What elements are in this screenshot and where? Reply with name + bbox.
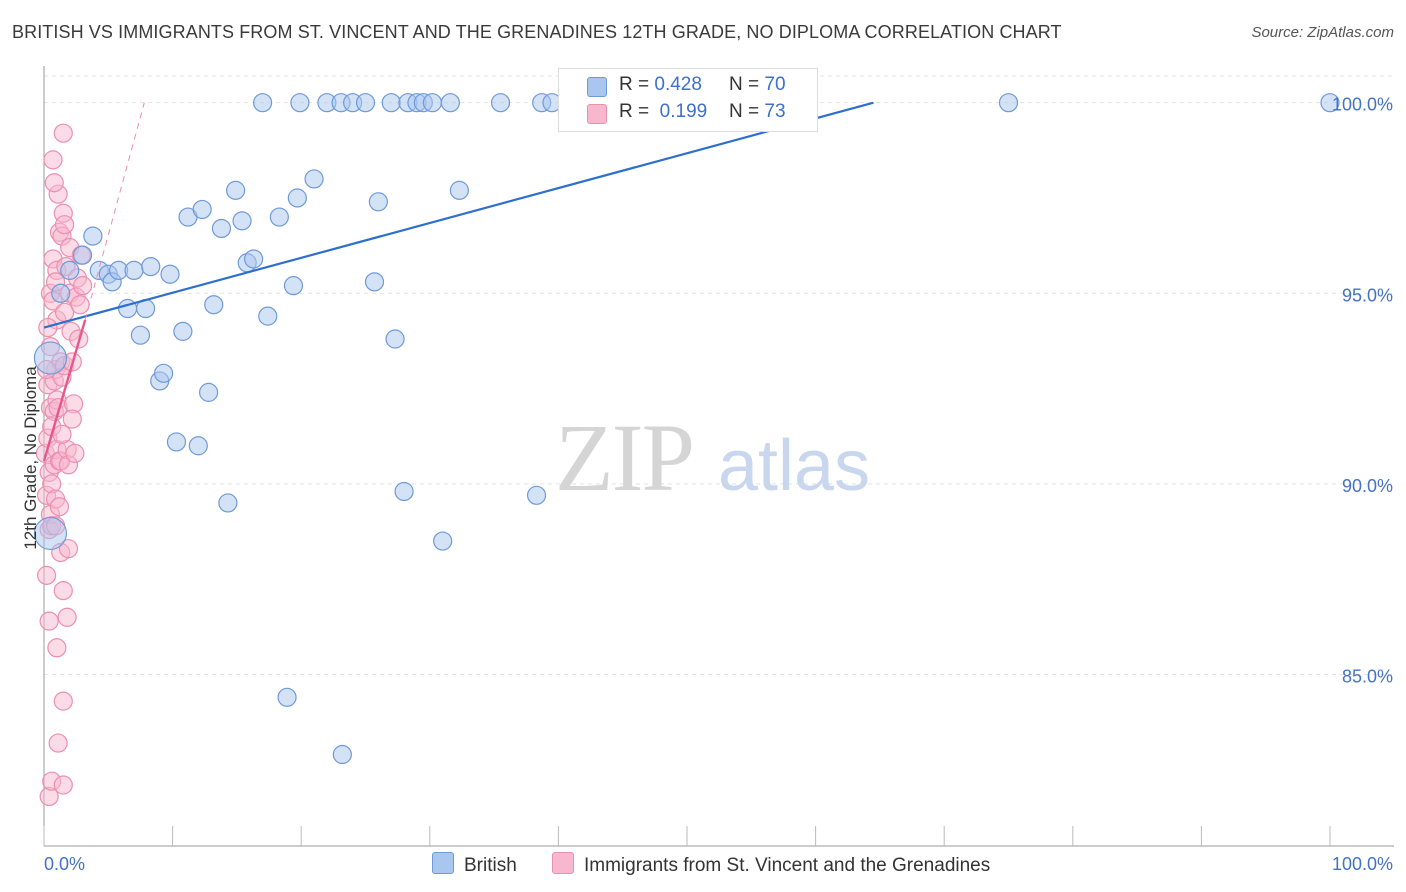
point-british xyxy=(253,93,273,113)
point-british xyxy=(277,687,297,707)
point-british xyxy=(287,188,307,208)
point-british xyxy=(33,516,68,551)
point-british xyxy=(394,481,414,502)
point-british xyxy=(218,493,238,513)
legend-swatch-immigrants xyxy=(587,104,607,124)
point-british xyxy=(364,272,385,292)
legend-r-immigrants: R = 0.199 xyxy=(619,101,708,122)
y-axis-label: 12th Grade, No Diploma xyxy=(21,366,40,550)
legend-swatch-immigrants-bottom xyxy=(552,852,574,874)
point-immigrants xyxy=(53,775,73,795)
legend-n-british: N = 70 xyxy=(729,74,786,95)
point-immigrants xyxy=(39,611,59,631)
point-british xyxy=(166,432,187,452)
point-british xyxy=(141,256,161,277)
point-british xyxy=(526,485,547,505)
point-british xyxy=(153,363,174,383)
point-immigrants xyxy=(53,123,73,143)
point-immigrants xyxy=(65,443,85,463)
trend-line-british xyxy=(43,101,874,329)
trend-lines xyxy=(42,101,874,462)
point-immigrants xyxy=(58,539,79,559)
chart-title: BRITISH VS IMMIGRANTS FROM ST. VINCENT A… xyxy=(12,22,1062,42)
point-immigrants xyxy=(52,424,72,444)
point-british xyxy=(422,93,442,113)
series-immigrants xyxy=(35,123,93,807)
point-british xyxy=(204,295,224,315)
grid-lines xyxy=(44,75,1394,675)
point-immigrants xyxy=(53,581,73,601)
correlation-legend: R = 0.428 N = 70 R = 0.199 N = 73 xyxy=(558,68,818,132)
point-british xyxy=(192,199,212,220)
point-british xyxy=(385,329,405,349)
y-tick-label: 90.0% xyxy=(1342,476,1393,496)
point-british xyxy=(188,436,208,456)
point-immigrants xyxy=(36,565,57,585)
point-immigrants xyxy=(43,150,63,170)
tick-labels: 85.0% 90.0% 95.0% 100.0% 0.0% 100.0% xyxy=(44,95,1393,874)
point-british xyxy=(332,744,352,765)
y-tick-label: 100.0% xyxy=(1332,95,1393,115)
point-british xyxy=(226,180,246,200)
point-british xyxy=(381,93,401,113)
trend-extension-immigrants xyxy=(84,102,145,321)
point-immigrants xyxy=(54,215,75,235)
point-british xyxy=(51,283,71,303)
source-label: Source: ZipAtlas.com xyxy=(1251,24,1394,41)
point-british xyxy=(33,341,68,375)
point-british xyxy=(440,93,460,113)
point-immigrants xyxy=(57,607,77,627)
x-tick-label: 0.0% xyxy=(44,854,85,874)
point-immigrants xyxy=(72,276,93,296)
point-british xyxy=(83,226,103,246)
legend-item-immigrants[interactable]: Immigrants from St. Vincent and the Gren… xyxy=(552,852,990,877)
point-british xyxy=(283,276,304,296)
point-british xyxy=(232,211,252,231)
legend-swatch-british-bottom xyxy=(432,852,454,874)
legend-n-immigrants: N = 73 xyxy=(729,101,786,122)
point-immigrants xyxy=(44,173,64,193)
y-tick-label: 95.0% xyxy=(1342,285,1393,305)
point-british xyxy=(368,192,388,212)
point-british xyxy=(124,260,144,281)
axes xyxy=(43,66,1394,847)
x-tick-label: 100.0% xyxy=(1332,854,1393,874)
point-british xyxy=(160,264,180,284)
point-british xyxy=(490,93,511,113)
point-british xyxy=(258,306,278,326)
watermark-atlas: atlas xyxy=(718,426,870,506)
legend-label-immigrants: Immigrants from St. Vincent and the Gren… xyxy=(584,855,991,876)
trend-line-immigrants xyxy=(42,319,87,462)
point-british xyxy=(199,382,219,402)
point-immigrants xyxy=(47,638,67,658)
legend-swatch-british xyxy=(587,77,607,97)
watermark: ZIP atlas xyxy=(555,404,870,511)
point-immigrants xyxy=(53,691,73,711)
point-british xyxy=(290,93,310,113)
point-british xyxy=(433,531,453,551)
point-immigrants xyxy=(48,733,68,753)
legend-label-british: British xyxy=(464,855,517,876)
point-british xyxy=(1320,93,1340,113)
series-legend: British Immigrants from St. Vincent and … xyxy=(0,852,1406,878)
point-british xyxy=(244,249,264,269)
point-british xyxy=(304,169,324,189)
point-british xyxy=(355,93,376,113)
watermark-zip: ZIP xyxy=(555,404,693,511)
point-british xyxy=(449,180,469,200)
point-british xyxy=(173,321,193,341)
point-immigrants xyxy=(49,497,70,517)
point-british xyxy=(269,207,289,227)
point-british xyxy=(998,93,1019,113)
legend-item-british[interactable]: British xyxy=(432,852,517,877)
point-immigrants xyxy=(54,302,75,322)
point-british xyxy=(60,260,80,281)
legend-r-british: R = 0.428 xyxy=(619,74,702,95)
y-tick-label: 85.0% xyxy=(1342,666,1393,686)
point-british xyxy=(72,245,93,265)
point-british xyxy=(211,218,232,239)
point-immigrants xyxy=(62,409,82,429)
point-british xyxy=(130,325,151,345)
